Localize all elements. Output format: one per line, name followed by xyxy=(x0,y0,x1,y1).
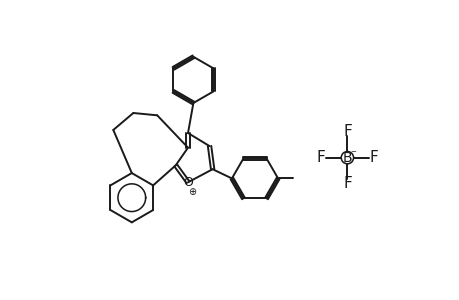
Circle shape xyxy=(341,152,353,164)
Text: F: F xyxy=(316,150,325,165)
Text: B: B xyxy=(342,151,352,165)
Text: −: − xyxy=(349,149,355,155)
Text: F: F xyxy=(342,176,351,191)
Text: F: F xyxy=(342,124,351,139)
Text: $\oplus$: $\oplus$ xyxy=(188,186,197,197)
Text: O: O xyxy=(183,176,192,189)
Text: F: F xyxy=(369,150,377,165)
